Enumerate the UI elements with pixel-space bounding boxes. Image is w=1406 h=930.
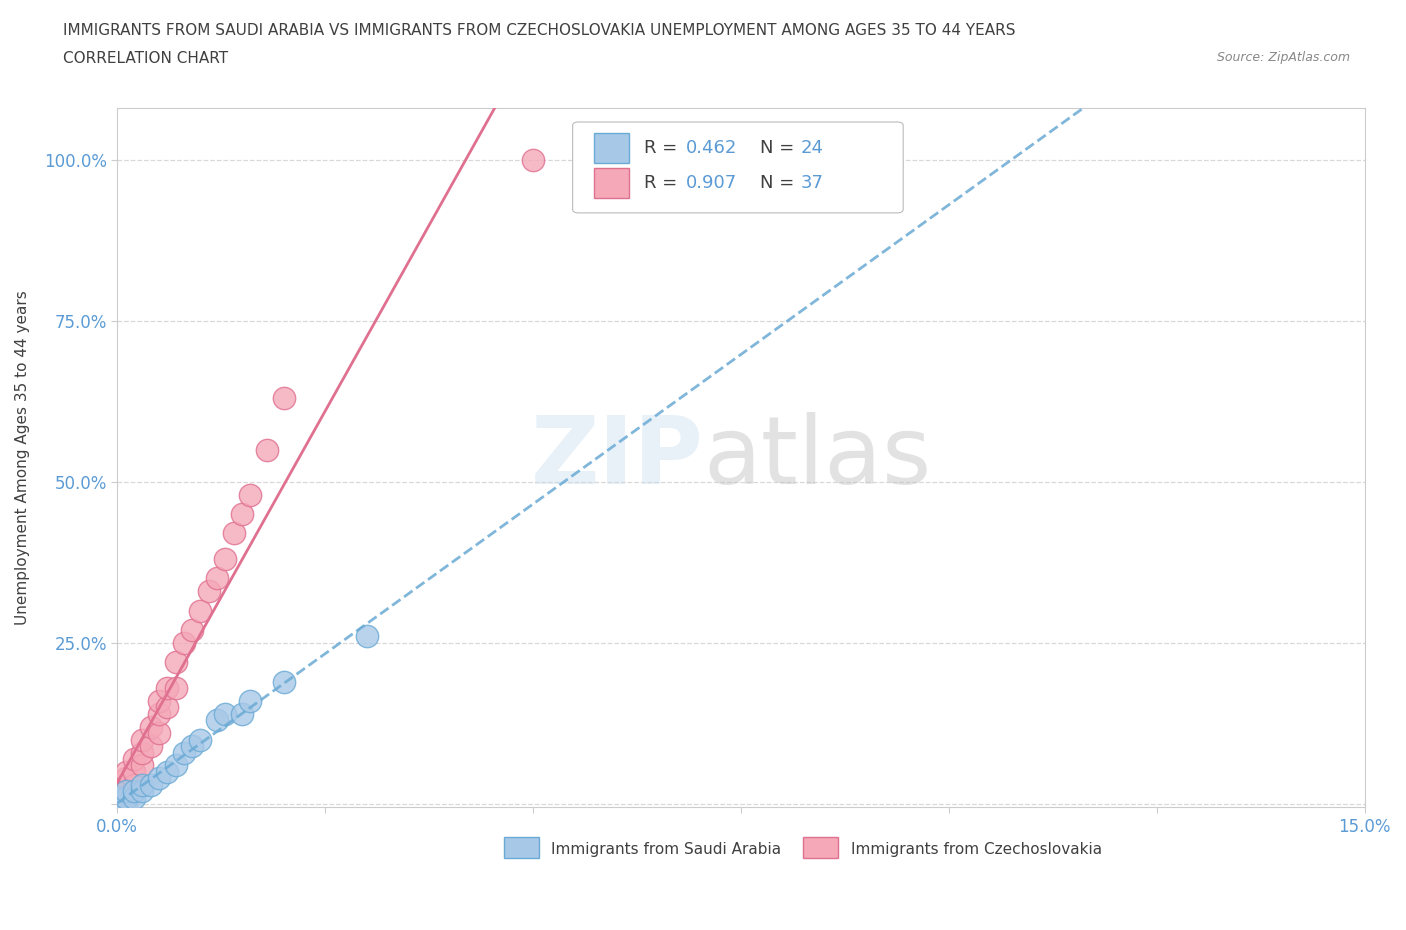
Point: [114, 764, 136, 779]
Point: [522, 153, 544, 167]
Text: atlas: atlas: [703, 412, 932, 504]
Point: [239, 487, 262, 502]
FancyBboxPatch shape: [803, 837, 838, 858]
Point: [131, 745, 153, 760]
Text: N =: N =: [759, 174, 800, 192]
Point: [139, 719, 162, 734]
Text: 0.907: 0.907: [686, 174, 737, 192]
Point: [139, 777, 162, 792]
Text: 37: 37: [801, 174, 824, 192]
Point: [181, 738, 204, 753]
Text: Source: ZipAtlas.com: Source: ZipAtlas.com: [1216, 51, 1350, 64]
Point: [190, 604, 212, 618]
Text: N =: N =: [759, 139, 800, 157]
Point: [131, 784, 153, 799]
Point: [173, 745, 195, 760]
Point: [148, 725, 170, 740]
Point: [356, 629, 378, 644]
Point: [122, 764, 145, 779]
Point: [114, 777, 136, 792]
Point: [190, 732, 212, 747]
Point: [148, 771, 170, 786]
Point: [114, 797, 136, 812]
Point: [114, 790, 136, 805]
Point: [105, 797, 128, 812]
FancyBboxPatch shape: [572, 122, 903, 213]
Point: [214, 707, 236, 722]
Point: [131, 732, 153, 747]
Point: [173, 635, 195, 650]
Point: [165, 655, 187, 670]
Point: [197, 584, 219, 599]
Text: 24: 24: [801, 139, 824, 157]
Point: [231, 707, 253, 722]
Y-axis label: Unemployment Among Ages 35 to 44 years: Unemployment Among Ages 35 to 44 years: [15, 290, 30, 625]
Point: [105, 790, 128, 805]
Point: [222, 526, 245, 541]
Text: IMMIGRANTS FROM SAUDI ARABIA VS IMMIGRANTS FROM CZECHOSLOVAKIA UNEMPLOYMENT AMON: IMMIGRANTS FROM SAUDI ARABIA VS IMMIGRAN…: [63, 23, 1015, 38]
Point: [122, 777, 145, 792]
Point: [105, 797, 128, 812]
Point: [205, 712, 228, 727]
Point: [148, 707, 170, 722]
Point: [105, 797, 128, 812]
Point: [239, 694, 262, 709]
Point: [214, 551, 236, 566]
Point: [114, 771, 136, 786]
Point: [131, 758, 153, 773]
Point: [256, 442, 278, 457]
Point: [105, 797, 128, 812]
Point: [122, 784, 145, 799]
Point: [156, 700, 179, 715]
FancyBboxPatch shape: [593, 133, 628, 163]
Point: [122, 790, 145, 805]
Text: R =: R =: [644, 174, 683, 192]
Point: [156, 681, 179, 696]
Point: [165, 681, 187, 696]
Point: [131, 777, 153, 792]
Text: R =: R =: [644, 139, 683, 157]
Point: [139, 738, 162, 753]
Point: [273, 391, 295, 405]
Point: [114, 784, 136, 799]
Text: 0.462: 0.462: [686, 139, 738, 157]
Text: Immigrants from Czechoslovakia: Immigrants from Czechoslovakia: [851, 842, 1102, 857]
Text: CORRELATION CHART: CORRELATION CHART: [63, 51, 228, 66]
Point: [148, 694, 170, 709]
Point: [114, 784, 136, 799]
Text: Immigrants from Saudi Arabia: Immigrants from Saudi Arabia: [551, 842, 782, 857]
Point: [105, 790, 128, 805]
FancyBboxPatch shape: [503, 837, 538, 858]
Text: ZIP: ZIP: [530, 412, 703, 504]
Point: [231, 507, 253, 522]
Point: [105, 790, 128, 805]
Point: [114, 790, 136, 805]
Point: [205, 571, 228, 586]
FancyBboxPatch shape: [593, 168, 628, 197]
Point: [165, 758, 187, 773]
Point: [105, 797, 128, 812]
Point: [105, 784, 128, 799]
Point: [156, 764, 179, 779]
Point: [181, 622, 204, 637]
Point: [273, 674, 295, 689]
Point: [122, 751, 145, 766]
